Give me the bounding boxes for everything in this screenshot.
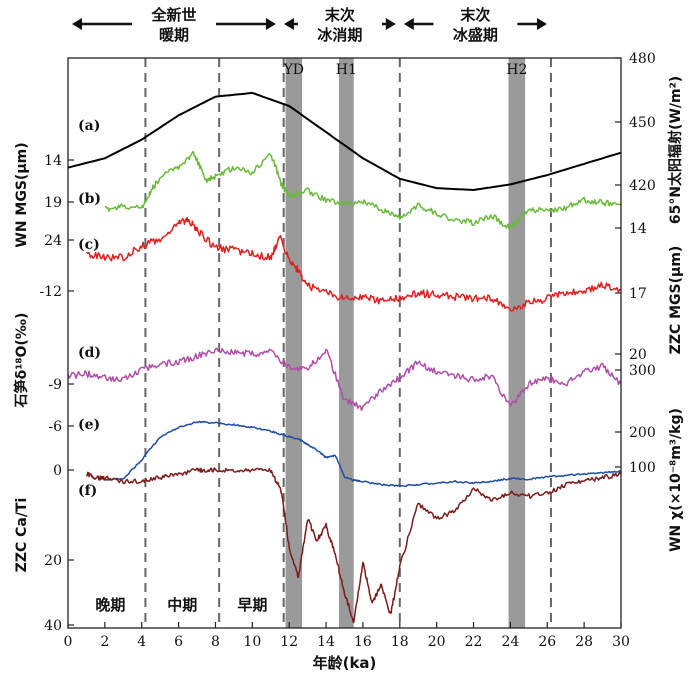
x-tick-label: 28 — [575, 634, 593, 650]
right-axis-title: 65°N太阳辐射(W/m²) — [667, 76, 684, 224]
right-tick-label: 20 — [629, 347, 647, 363]
series-label-b: (b) — [78, 191, 101, 207]
left-tick-label: -9 — [48, 377, 62, 393]
x-tick-label: 30 — [612, 634, 630, 650]
left-axis-title: WN MGS(μm) — [14, 142, 30, 247]
left-tick-label: 20 — [44, 553, 62, 569]
series-label-d: (d) — [78, 345, 101, 361]
series-line-d — [67, 347, 622, 412]
event-band-h1 — [338, 58, 354, 628]
right-tick-label: 17 — [629, 286, 647, 302]
x-tick-label: 6 — [174, 634, 183, 650]
series-line-b — [104, 150, 622, 230]
left-tick-label: 0 — [53, 463, 62, 479]
holocene-subperiod-label: 中期 — [167, 596, 197, 614]
x-tick-label: 18 — [391, 634, 409, 650]
right-tick-label: 450 — [629, 115, 656, 131]
right-tick-label: 300 — [629, 363, 656, 379]
series-line-e — [104, 420, 622, 488]
period-label: 暖期 — [159, 26, 189, 44]
x-tick-label: 12 — [280, 634, 298, 650]
period-arrow-head — [265, 18, 276, 30]
x-tick-label: 10 — [243, 634, 261, 650]
right-axis-title: WN χ(×10⁻⁸m³/kg) — [668, 408, 684, 552]
left-tick-label: 19 — [44, 195, 62, 211]
x-tick-label: 22 — [465, 634, 483, 650]
right-tick-label: 480 — [629, 51, 656, 67]
right-axis-title: ZZC MGS(μm) — [668, 246, 684, 355]
x-tick-label: 24 — [501, 634, 519, 650]
left-tick-label: 14 — [44, 153, 62, 169]
x-tick-label: 20 — [428, 634, 446, 650]
right-tick-label: 100 — [629, 460, 656, 476]
event-band-h2 — [508, 58, 526, 628]
period-arrow-head — [385, 18, 396, 30]
period-label: 冰消期 — [317, 26, 362, 44]
event-label-yd: YD — [283, 62, 304, 78]
series-line-f — [85, 467, 622, 624]
left-tick-label: -12 — [39, 284, 62, 300]
period-label: 冰盛期 — [453, 26, 498, 44]
left-tick-label: 24 — [44, 233, 62, 249]
x-tick-label: 0 — [64, 634, 73, 650]
series-label-c: (c) — [78, 237, 100, 253]
right-tick-label: 420 — [629, 178, 656, 194]
plot-frame — [67, 57, 622, 629]
x-axis-title: 年龄(ka) — [313, 654, 377, 672]
event-band-yd — [285, 58, 303, 628]
left-tick-label: 40 — [44, 618, 62, 634]
right-tick-label: 200 — [629, 425, 656, 441]
x-tick-label: 14 — [317, 634, 335, 650]
holocene-subperiod-label: 晚期 — [95, 596, 125, 614]
period-label: 末次 — [325, 6, 355, 24]
x-tick-label: 26 — [538, 634, 556, 650]
holocene-subperiod-label: 早期 — [237, 596, 267, 614]
period-arrow-head — [283, 18, 294, 30]
period-arrow-head — [403, 18, 414, 30]
series-line-c — [85, 216, 622, 312]
left-tick-label: -6 — [48, 419, 62, 435]
x-tick-label: 2 — [100, 634, 109, 650]
right-tick-label: 14 — [629, 221, 647, 237]
period-arrow-head — [72, 18, 82, 30]
left-axis-title: 石笋δ¹⁸O(‰) — [13, 313, 30, 409]
x-tick-label: 8 — [211, 634, 220, 650]
event-label-h2: H2 — [506, 62, 527, 78]
series-label-e: (e) — [78, 417, 100, 433]
x-tick-label: 16 — [354, 634, 372, 650]
event-label-h1: H1 — [336, 62, 357, 78]
series-label-a: (a) — [78, 118, 100, 134]
period-label: 全新世 — [150, 6, 196, 24]
series-line-a — [67, 91, 622, 191]
series-label-f: (f) — [78, 483, 97, 499]
period-label: 末次 — [460, 6, 490, 24]
period-arrow-head — [536, 18, 547, 30]
x-tick-label: 4 — [137, 634, 146, 650]
left-axis-title: ZZC Ca/Ti — [14, 498, 30, 573]
